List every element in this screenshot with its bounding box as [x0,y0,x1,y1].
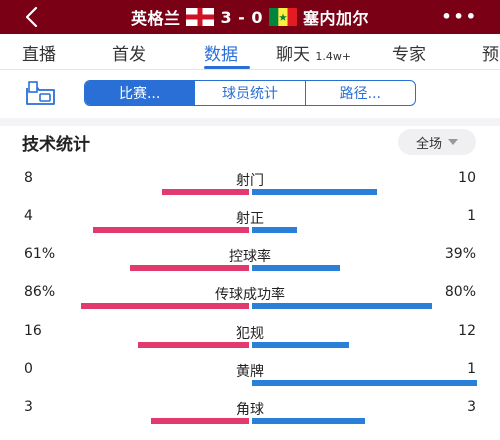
stat-home-bar [81,303,249,309]
subtab-row: 比赛... 球员统计 路径... [0,70,500,118]
stat-home-bar [130,265,249,271]
match-score: 英格兰 3 - 0 塞内加尔 [0,0,500,34]
stat-home-value: 16 [24,323,42,339]
stat-home-value: 4 [24,208,33,224]
stat-away-bar [252,380,477,386]
subtab-match[interactable]: 比赛... [85,81,196,105]
stat-away-value: 3 [467,399,476,415]
stat-row: 86% 传球成功率 80% [0,284,500,320]
stat-home-value: 3 [24,399,33,415]
chevron-down-icon [448,139,458,145]
tab-live[interactable]: 直播 [22,45,56,65]
stat-row: 16 犯规 12 [0,323,500,359]
match-header: 英格兰 3 - 0 塞内加尔 ••• [0,0,500,34]
stat-away-bar [252,227,297,233]
stat-home-bar [151,418,249,424]
more-menu-icon[interactable]: ••• [441,7,478,26]
stat-home-bar [138,342,249,348]
stat-row: 8 射门 10 [0,170,500,206]
stat-away-value: 12 [458,323,476,339]
stat-home-value: 0 [24,361,33,377]
stat-home-value: 86% [24,284,56,300]
scope-dropdown[interactable]: 全场 [398,129,476,155]
stat-away-value: 1 [467,208,476,224]
stat-home-bar [162,189,249,195]
main-tabs: 直播 首发 数据 聊天 1.4w+ 专家 预 [0,34,500,70]
subtab-player-stats[interactable]: 球员统计 [195,81,306,105]
stat-away-value: 10 [458,170,476,186]
stat-away-bar [252,265,340,271]
away-team-name: 塞内加尔 [303,9,370,28]
stat-away-bar [252,418,365,424]
tab-lineup[interactable]: 首发 [112,45,146,65]
tab-chat[interactable]: 聊天 1.4w+ [276,40,351,65]
senegal-flag-icon [269,8,298,26]
stat-name: 传球成功率 [215,287,285,303]
subtab-segmented-control: 比赛... 球员统计 路径... [84,80,416,106]
stat-row: 0 黄牌 1 [0,361,500,397]
stat-row: 4 射正 1 [0,208,500,244]
stat-name: 角球 [236,402,264,418]
tab-chat-label: 聊天 [276,45,310,65]
stat-away-value: 39% [444,246,476,262]
home-team-name: 英格兰 [130,9,181,28]
stat-name: 射门 [236,173,264,189]
tab-data[interactable]: 数据 [204,45,238,65]
stat-home-bar [93,227,249,233]
stats-card: 技术统计 全场 8 射门 10 4 射正 1 61% 控球率 39% 86% 传球成功率 80% 16 犯… [0,126,500,440]
stat-name: 控球率 [229,249,271,265]
stat-away-bar [252,303,432,309]
tab-expert[interactable]: 专家 [392,45,426,65]
active-tab-indicator [204,66,250,69]
stat-name: 犯规 [236,326,264,342]
stat-home-value: 8 [24,170,33,186]
stat-name: 黄牌 [236,364,264,380]
stat-away-bar [252,342,349,348]
england-flag-icon [186,8,215,26]
stat-away-bar [252,189,377,195]
tab-prediction[interactable]: 预 [482,45,499,65]
chat-count-badge: 1.4w+ [315,50,352,63]
stat-row: 61% 控球率 39% [0,246,500,282]
back-chevron-icon[interactable] [18,2,48,32]
stats-title: 技术统计 [22,135,90,155]
score: 3 - 0 [220,7,264,27]
subtab-path[interactable]: 路径... [339,86,381,102]
stat-name: 射正 [236,211,264,227]
stat-home-value: 61% [24,246,56,262]
stat-away-value: 80% [444,284,476,300]
stat-row: 3 角球 3 [0,399,500,435]
folder-share-icon[interactable] [24,80,58,108]
scope-label: 全场 [415,136,442,152]
stat-away-value: 1 [467,361,476,377]
